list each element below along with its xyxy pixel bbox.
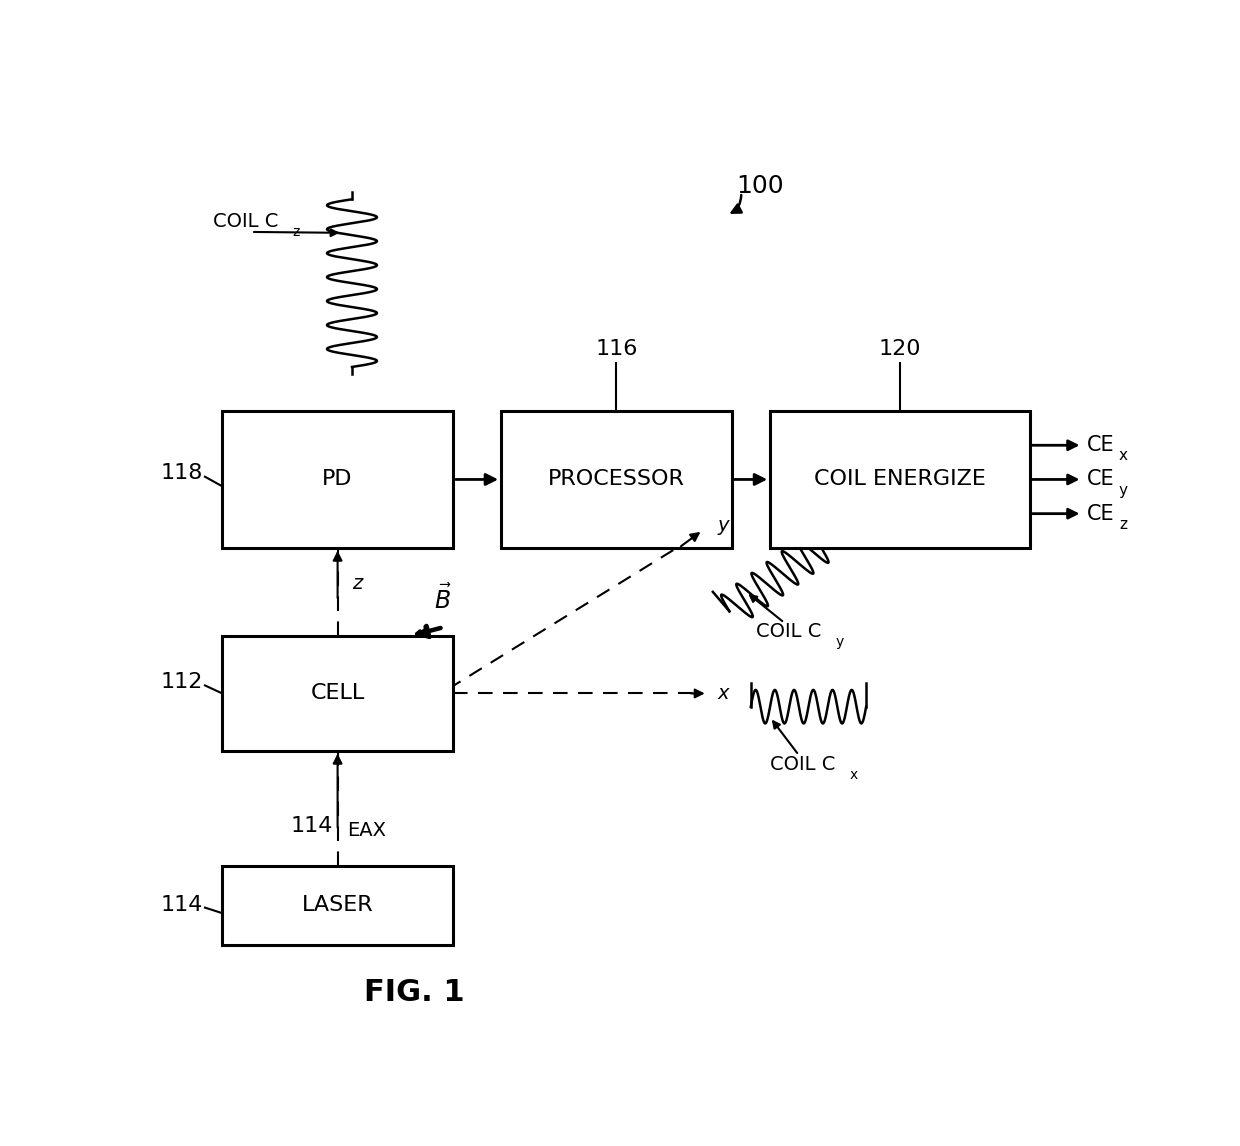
Text: x: x bbox=[717, 684, 729, 702]
Bar bbox=[222, 636, 453, 751]
Text: y: y bbox=[836, 635, 843, 650]
Text: COIL C: COIL C bbox=[770, 754, 836, 774]
Text: 114: 114 bbox=[161, 895, 203, 916]
Text: COIL C: COIL C bbox=[755, 622, 821, 641]
Text: PD: PD bbox=[322, 470, 353, 489]
Bar bbox=[222, 411, 453, 548]
Text: y: y bbox=[717, 517, 729, 535]
Text: 116: 116 bbox=[595, 339, 637, 360]
Text: x: x bbox=[1118, 448, 1128, 463]
Text: PROCESSOR: PROCESSOR bbox=[548, 470, 684, 489]
Text: 118: 118 bbox=[161, 463, 203, 482]
Text: z: z bbox=[352, 574, 362, 592]
Text: CELL: CELL bbox=[310, 683, 365, 704]
Text: $\vec{B}$: $\vec{B}$ bbox=[434, 584, 451, 614]
Text: CE: CE bbox=[1087, 470, 1115, 489]
Text: z: z bbox=[293, 225, 300, 238]
Text: x: x bbox=[849, 768, 858, 782]
Text: LASER: LASER bbox=[301, 895, 373, 916]
Text: y: y bbox=[1118, 482, 1128, 497]
Text: CE: CE bbox=[1087, 435, 1115, 455]
Text: z: z bbox=[1118, 517, 1127, 532]
Bar bbox=[770, 411, 1029, 548]
Bar bbox=[501, 411, 732, 548]
Text: 120: 120 bbox=[878, 339, 921, 360]
Text: 100: 100 bbox=[737, 174, 784, 198]
Text: COIL ENERGIZE: COIL ENERGIZE bbox=[813, 470, 986, 489]
Text: 114: 114 bbox=[290, 816, 332, 835]
Text: FIG. 1: FIG. 1 bbox=[365, 978, 465, 1006]
Text: COIL C: COIL C bbox=[213, 212, 278, 230]
Text: EAX: EAX bbox=[347, 821, 386, 840]
Text: CE: CE bbox=[1087, 503, 1115, 524]
Text: 112: 112 bbox=[161, 672, 203, 692]
Bar bbox=[222, 865, 453, 945]
